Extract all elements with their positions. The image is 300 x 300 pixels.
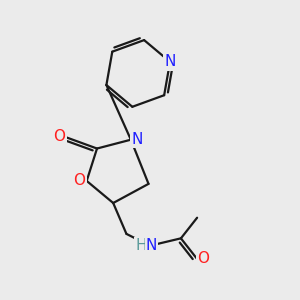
Text: N: N: [164, 54, 176, 69]
Text: N: N: [146, 238, 157, 253]
Text: N: N: [131, 132, 142, 147]
Text: O: O: [73, 173, 85, 188]
Text: H: H: [135, 238, 147, 253]
Text: O: O: [53, 129, 65, 144]
Text: O: O: [198, 251, 210, 266]
